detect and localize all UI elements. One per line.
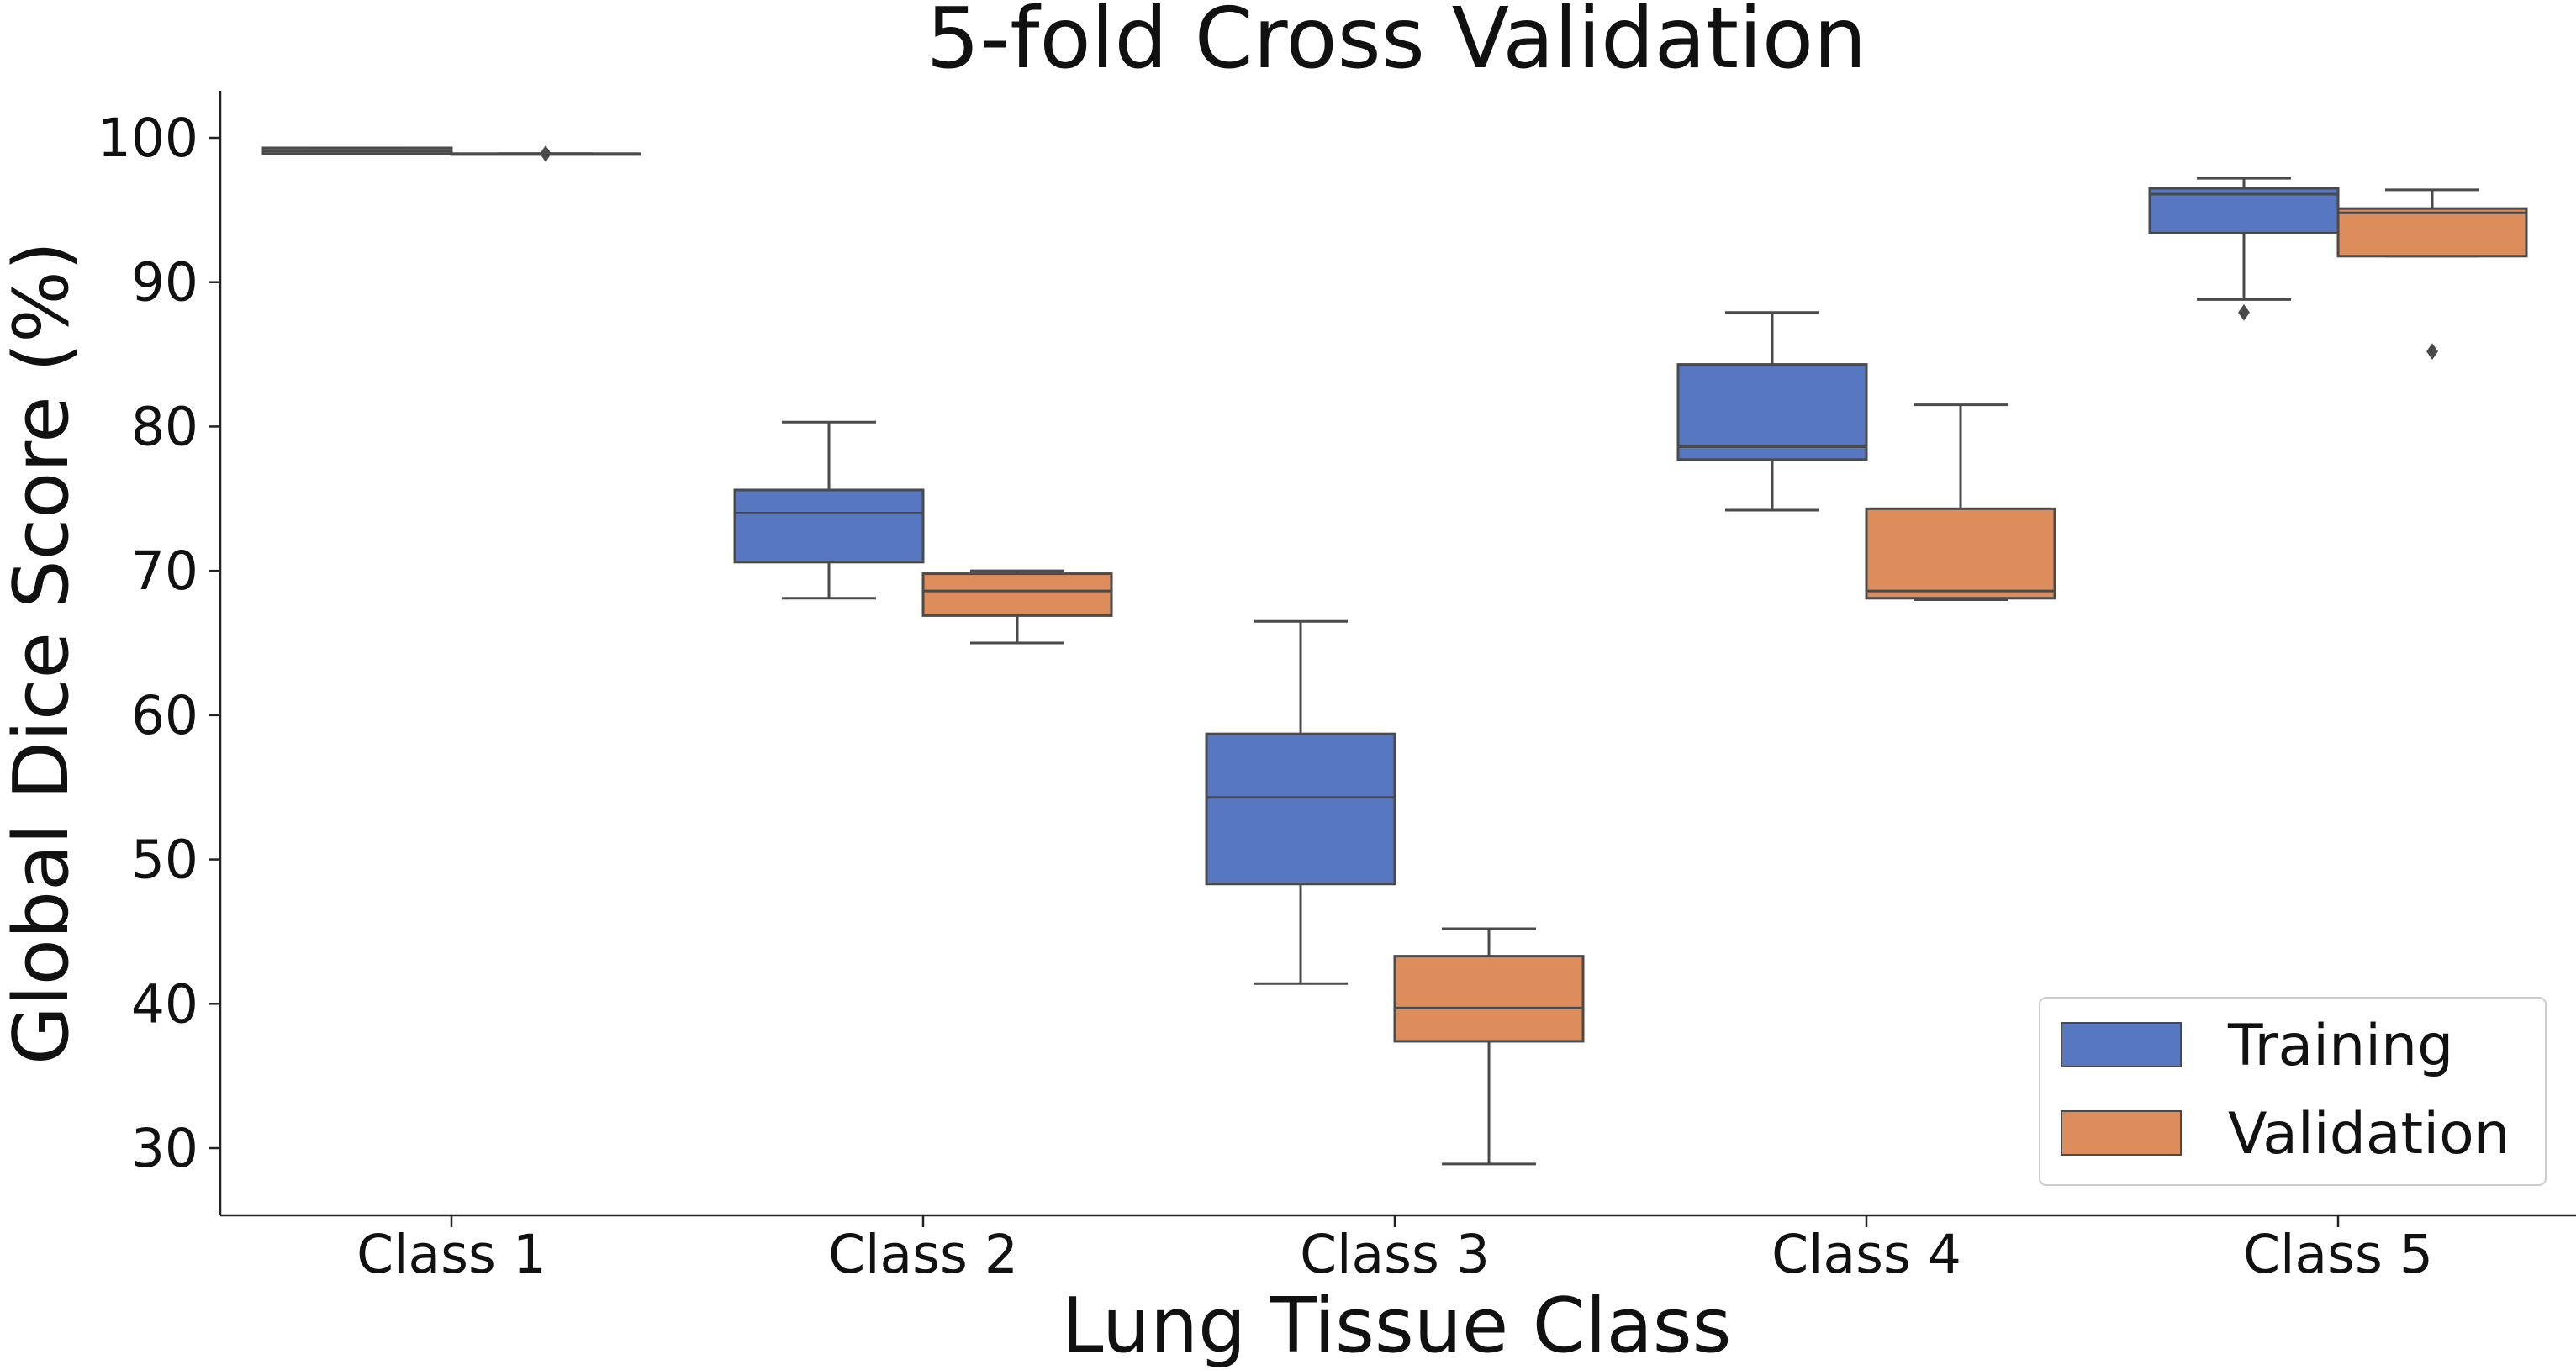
legend-swatch bbox=[2061, 1110, 2182, 1156]
box-training-class-2 bbox=[733, 420, 925, 600]
legend-label: Training bbox=[2227, 1013, 2453, 1079]
y-tick-label: 30 bbox=[131, 1118, 198, 1179]
y-tick-label: 60 bbox=[131, 685, 198, 746]
legend: Training Validation bbox=[2039, 997, 2547, 1186]
box-validation-class-5 bbox=[2336, 188, 2528, 361]
x-tick-label: Class 4 bbox=[1771, 1224, 1961, 1285]
box-iqr bbox=[1676, 363, 1868, 461]
box-training-class-5 bbox=[2148, 177, 2340, 321]
box-iqr bbox=[733, 488, 925, 564]
x-axis-title: Lung Tissue Class bbox=[1061, 1282, 1731, 1370]
chart-title: 5-fold Cross Validation bbox=[926, 0, 1867, 87]
y-tick-label: 80 bbox=[131, 396, 198, 457]
y-axis-title: Global Dice Score (%) bbox=[0, 241, 86, 1065]
box-validation-class-2 bbox=[921, 569, 1113, 645]
y-tick-label: 70 bbox=[131, 540, 198, 602]
box-training-class-1 bbox=[261, 146, 453, 155]
plot-area: 30 40 50 60 70 80 90 100 Class 1 Class 2 Class 3 Cl… bbox=[98, 108, 2528, 1285]
outlier-point bbox=[2426, 343, 2438, 361]
box-training-class-3 bbox=[1205, 619, 1396, 985]
x-tick-label: Class 1 bbox=[356, 1224, 546, 1285]
box-validation-class-1 bbox=[450, 145, 641, 162]
outlier-point bbox=[2238, 303, 2250, 321]
box-iqr bbox=[1865, 507, 2056, 600]
y-tick-label: 40 bbox=[131, 973, 198, 1035]
y-tick-label: 100 bbox=[98, 108, 198, 169]
x-tick-label: Class 3 bbox=[1300, 1224, 1490, 1285]
box-iqr bbox=[1393, 955, 1585, 1043]
y-tick-label: 90 bbox=[131, 252, 198, 314]
box-training-class-4 bbox=[1676, 311, 1868, 512]
x-tick-label: Class 2 bbox=[828, 1224, 1018, 1285]
box-validation-class-4 bbox=[1865, 403, 2056, 601]
outlier-point bbox=[540, 145, 552, 162]
box-iqr bbox=[2336, 207, 2528, 258]
box-iqr bbox=[1205, 732, 1396, 886]
box-iqr bbox=[921, 572, 1113, 617]
box-validation-class-3 bbox=[1393, 927, 1585, 1166]
y-tick-label: 50 bbox=[131, 830, 198, 891]
legend-label: Validation bbox=[2228, 1101, 2510, 1167]
legend-swatch bbox=[2061, 1022, 2182, 1067]
box-iqr bbox=[2148, 187, 2340, 234]
x-tick-label: Class 5 bbox=[2243, 1224, 2433, 1285]
